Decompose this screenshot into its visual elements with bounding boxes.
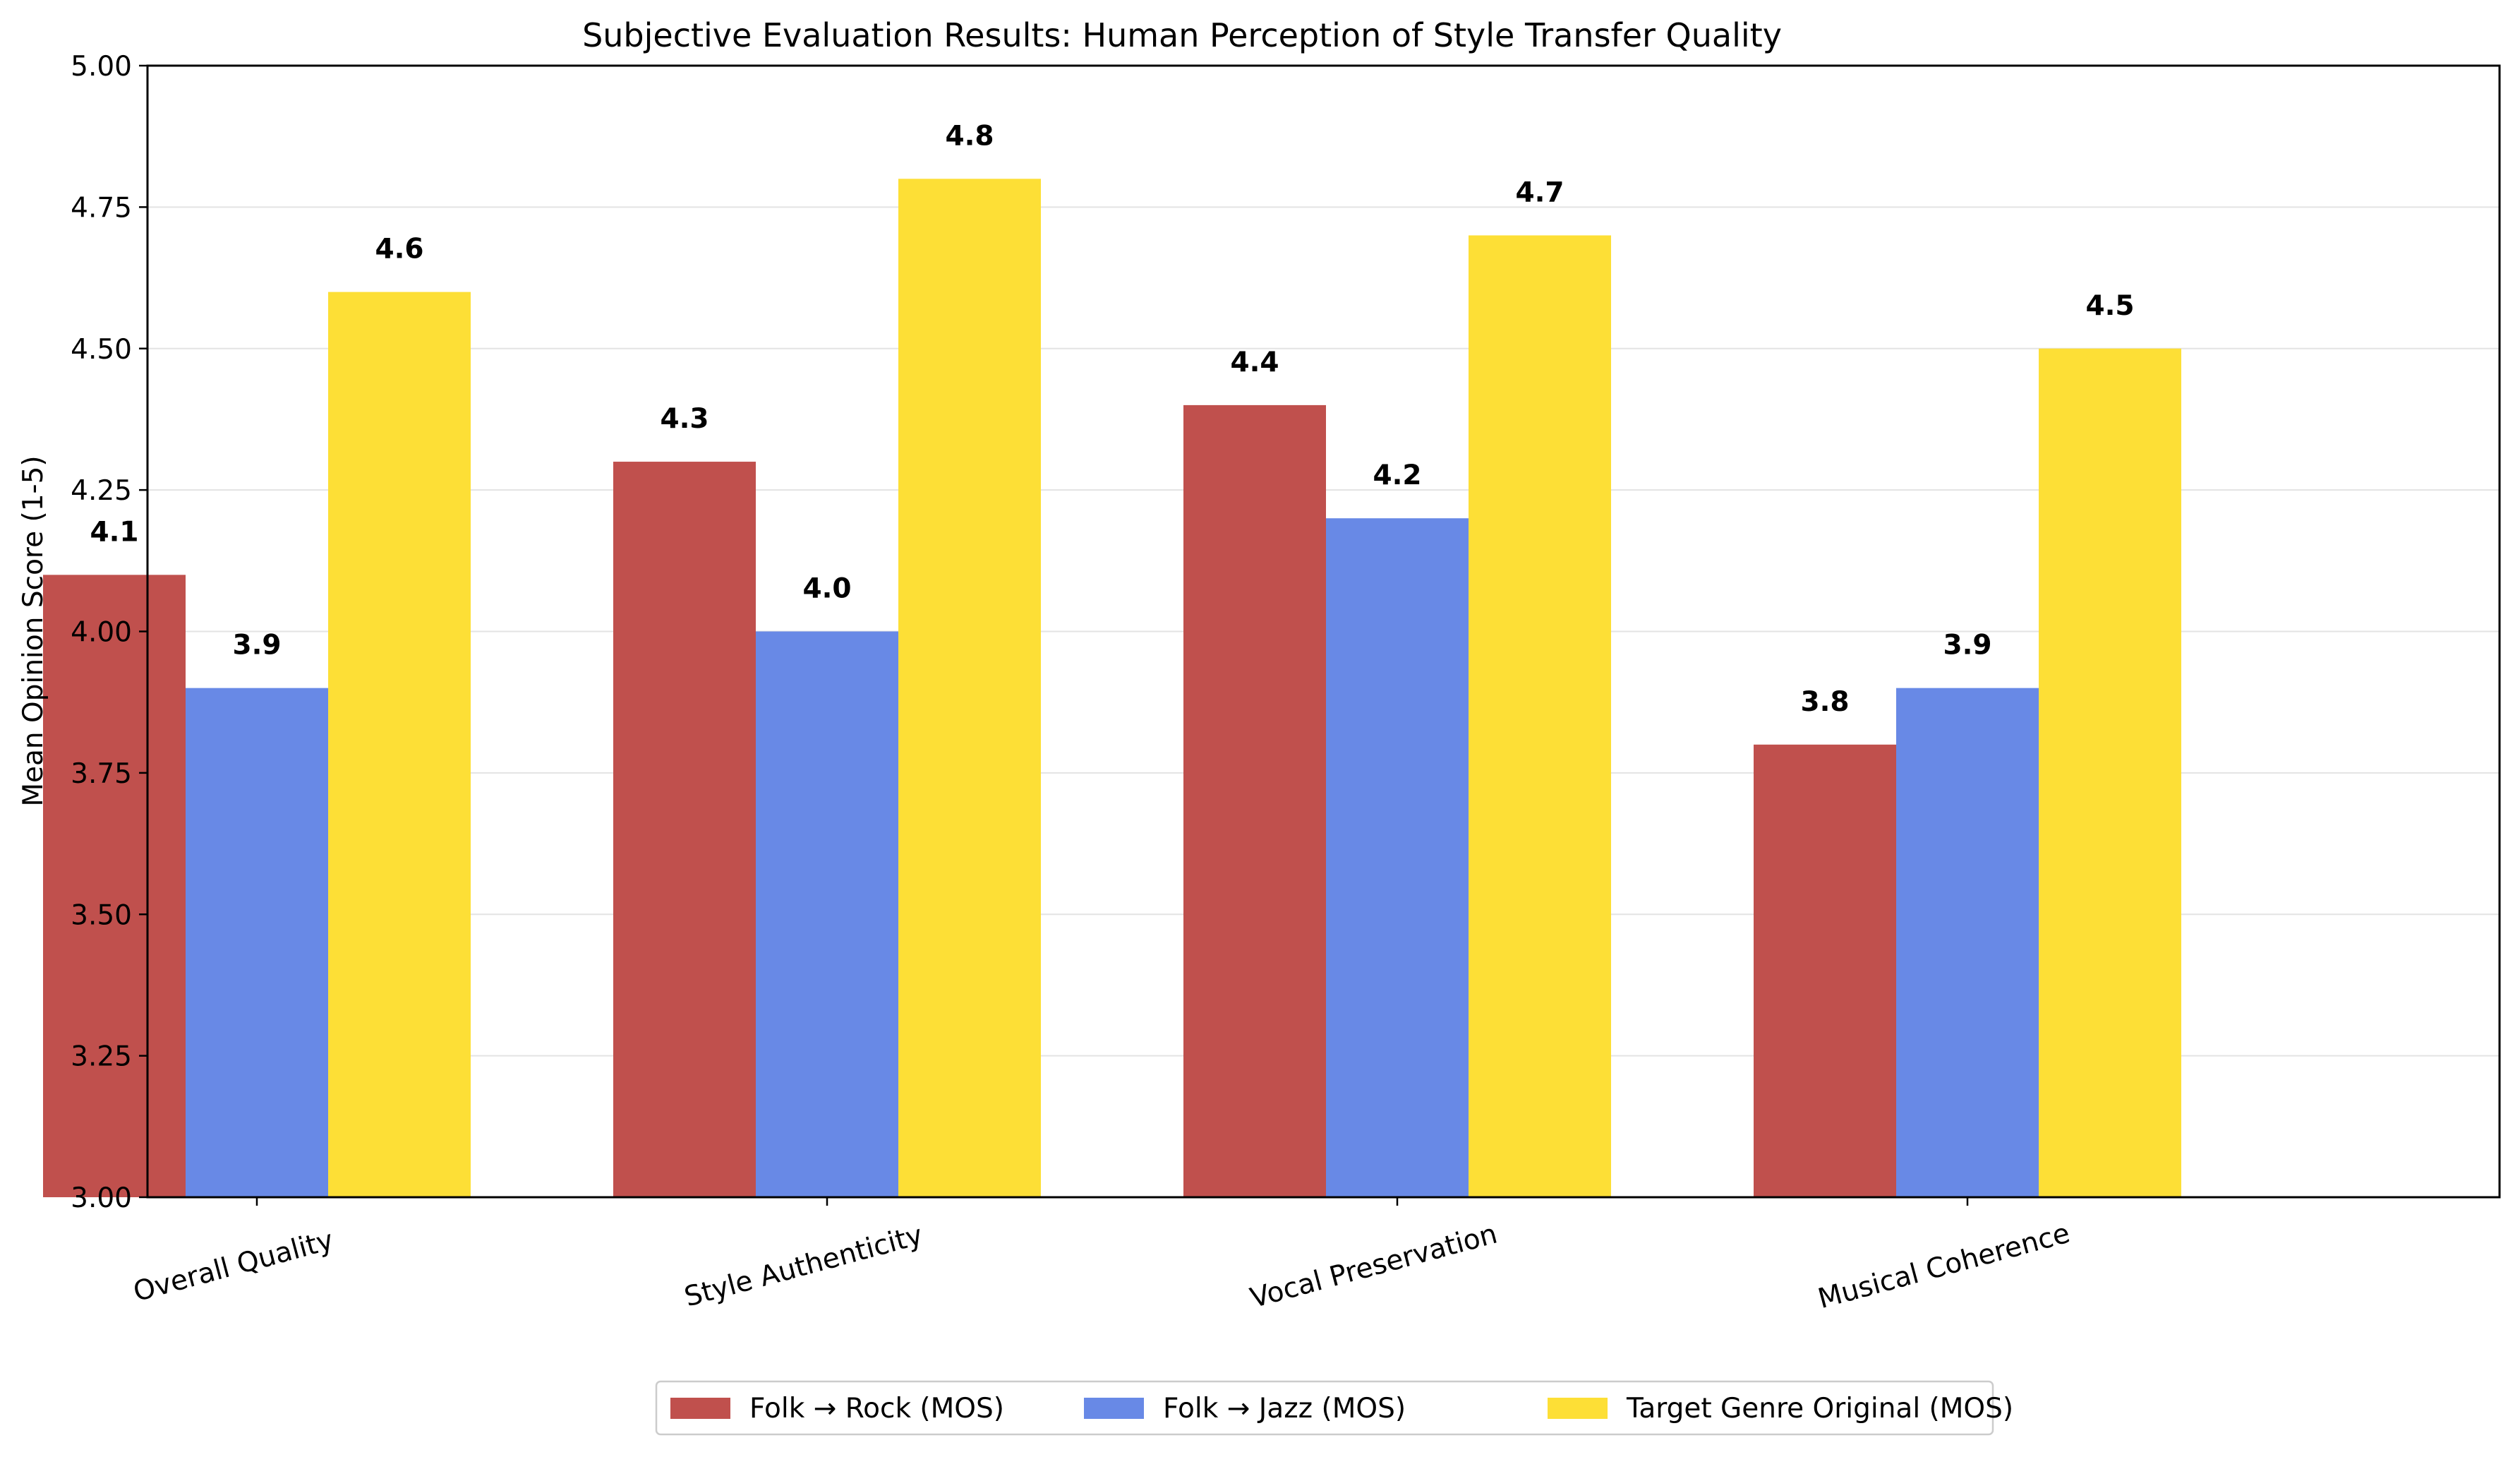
data-label: 4.3 [660,403,709,435]
bar [2039,348,2181,1197]
legend-items: Folk → Rock (MOS) Folk → Jazz (MOS) Target… [670,1393,2013,1425]
bar [1896,688,2039,1197]
chart-title: Subjective Evaluation Results: Human Per… [582,16,1782,54]
bar [1183,404,1326,1197]
y-axis-label: Mean Opinion Score (1-5) [18,455,49,806]
data-label: 4.7 [1515,176,1564,208]
data-label: 3.9 [1943,630,1991,661]
legend-swatch [1084,1398,1144,1419]
bar [1326,518,1469,1197]
y-tick-label: 4.75 [71,192,132,224]
bar [186,688,328,1197]
bar [328,292,471,1198]
data-label: 4.6 [375,234,423,265]
bar [1469,235,1611,1198]
bar [756,631,898,1197]
y-tick-label: 3.75 [71,758,132,790]
y-tick-label: 4.50 [71,334,132,366]
legend-label: Folk → Jazz (MOS) [1163,1393,1406,1425]
legend-frame [655,1380,1994,1436]
data-labels: 4.1 3.9 4.6 4.3 4.0 4.8 4.4 4.2 4.7 3.8 3.9 4.5 [90,120,2134,718]
y-axis: 3.00 3.25 3.50 3.75 4.00 4.25 4.50 4.75 5.00 [71,51,147,1214]
data-label: 3.9 [232,630,281,661]
legend-label: Folk → Rock (MOS) [749,1393,1004,1425]
data-label: 4.4 [1230,347,1279,378]
bar [1754,744,1896,1197]
y-tick-label: 4.25 [71,475,132,507]
bars [43,179,2181,1198]
bar [898,179,1041,1197]
legend-swatch [670,1398,730,1419]
data-label: 4.0 [802,573,851,605]
y-tick-label: 4.00 [71,617,132,649]
data-label: 4.1 [90,516,138,548]
legend-label: Target Genre Original (MOS) [1626,1393,2013,1425]
y-tick-label: 3.50 [71,899,132,931]
y-tick-label: 3.00 [71,1182,132,1214]
y-tick-label: 3.25 [71,1041,132,1073]
data-label: 4.5 [2085,290,2134,322]
data-label: 4.8 [945,120,994,152]
data-label: 3.8 [1800,686,1849,718]
bar [613,462,756,1197]
y-tick-label: 5.00 [71,51,132,83]
bar [43,575,186,1197]
legend-swatch [1548,1398,1608,1419]
data-label: 4.2 [1373,460,1421,491]
legend: Folk → Rock (MOS) Folk → Jazz (MOS) Target… [655,1380,2013,1436]
